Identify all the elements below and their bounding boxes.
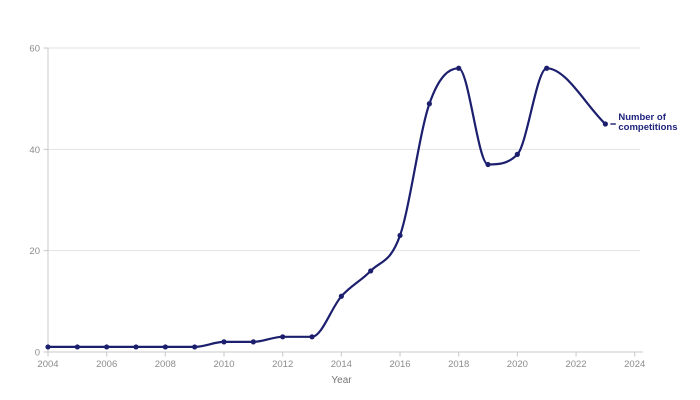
data-point-2016 <box>397 232 403 239</box>
x-tick-label-2024: 2024 <box>624 359 645 370</box>
x-axis-title: Year <box>331 375 352 386</box>
data-point-2018 <box>456 65 462 71</box>
x-tick-label-2014: 2014 <box>331 359 352 370</box>
data-point-2007 <box>133 344 139 350</box>
data-point-2012 <box>280 334 286 340</box>
data-point-2010 <box>221 339 227 345</box>
data-point-2013 <box>309 334 315 340</box>
data-point-2019 <box>485 161 491 168</box>
series-label-line1: Number of <box>618 111 666 123</box>
x-tick-label-2020: 2020 <box>507 359 528 370</box>
data-point-2015 <box>368 268 374 274</box>
data-point-2009 <box>192 344 198 350</box>
data-point-2008 <box>162 344 168 350</box>
series-label-line2: competitions <box>618 122 678 133</box>
x-tick-label-2008: 2008 <box>155 359 176 370</box>
data-point-2006 <box>104 344 110 350</box>
series-line-path <box>46 67 607 348</box>
data-point-2020 <box>514 151 520 157</box>
y-tick-label-0: 0 <box>35 348 40 359</box>
x-tick-label-2006: 2006 <box>96 359 117 370</box>
y-tick-label-20: 20 <box>29 246 40 257</box>
x-tick-label-2010: 2010 <box>213 359 234 370</box>
y-tick-label-60: 60 <box>29 44 40 55</box>
data-point-2004 <box>45 344 51 350</box>
data-point-2023 <box>602 121 608 127</box>
y-tick-label-40: 40 <box>29 145 40 156</box>
data-point-2017 <box>426 101 432 107</box>
x-tick-label-2022: 2022 <box>565 359 586 370</box>
series-label: Number of competitions <box>618 111 678 134</box>
data-point-2011 <box>250 339 256 345</box>
x-tick-label-2018: 2018 <box>448 359 469 370</box>
x-tick-label-2012: 2012 <box>272 359 293 370</box>
data-point-2021 <box>544 65 550 71</box>
x-tick-label-2016: 2016 <box>389 359 410 370</box>
x-tick-label-2004: 2004 <box>37 359 58 370</box>
data-point-2014 <box>338 293 344 299</box>
data-point-2005 <box>74 344 80 350</box>
